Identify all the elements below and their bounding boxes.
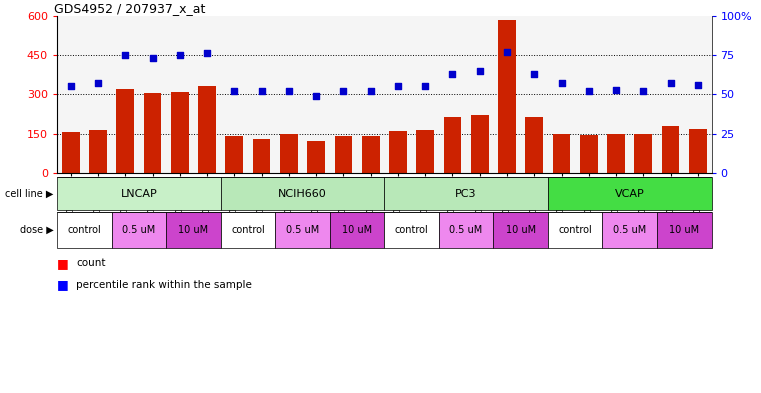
- Bar: [384, 177, 548, 210]
- Point: [473, 68, 486, 74]
- Text: GDS4952 / 207937_x_at: GDS4952 / 207937_x_at: [54, 2, 205, 15]
- Bar: [280, 134, 298, 173]
- Text: VCAP: VCAP: [615, 189, 645, 198]
- Point: [201, 50, 213, 57]
- Bar: [439, 212, 493, 248]
- Bar: [166, 212, 221, 248]
- Text: 0.5 uM: 0.5 uM: [286, 225, 319, 235]
- Point: [637, 88, 649, 94]
- Bar: [307, 141, 325, 173]
- Bar: [548, 212, 603, 248]
- Bar: [552, 134, 571, 173]
- Bar: [689, 129, 707, 173]
- Point: [528, 71, 540, 77]
- Bar: [116, 89, 134, 173]
- Text: 0.5 uM: 0.5 uM: [123, 225, 155, 235]
- Text: 0.5 uM: 0.5 uM: [613, 225, 646, 235]
- Point: [556, 80, 568, 86]
- Bar: [657, 212, 712, 248]
- Point: [337, 88, 349, 94]
- Bar: [603, 212, 657, 248]
- Text: ■: ■: [57, 278, 68, 292]
- Text: control: control: [395, 225, 428, 235]
- Text: 10 uM: 10 uM: [178, 225, 209, 235]
- Text: 0.5 uM: 0.5 uM: [450, 225, 482, 235]
- Point: [65, 83, 77, 90]
- Bar: [389, 131, 407, 173]
- Bar: [361, 136, 380, 173]
- Bar: [607, 134, 625, 173]
- Text: control: control: [231, 225, 265, 235]
- Bar: [384, 212, 439, 248]
- Text: 10 uM: 10 uM: [669, 225, 699, 235]
- Text: NCIH660: NCIH660: [278, 189, 327, 198]
- Bar: [525, 117, 543, 173]
- Point: [692, 82, 704, 88]
- Point: [283, 88, 295, 94]
- Point: [419, 83, 431, 90]
- Text: count: count: [76, 258, 106, 268]
- Bar: [89, 130, 107, 173]
- Text: ■: ■: [57, 257, 68, 270]
- Text: cell line ▶: cell line ▶: [5, 189, 53, 198]
- Bar: [471, 115, 489, 173]
- Point: [146, 55, 158, 61]
- Point: [583, 88, 595, 94]
- Text: control: control: [68, 225, 101, 235]
- Bar: [275, 212, 330, 248]
- Text: control: control: [559, 225, 592, 235]
- Text: dose ▶: dose ▶: [20, 225, 53, 235]
- Point: [610, 86, 622, 93]
- Bar: [198, 86, 216, 173]
- Point: [310, 93, 322, 99]
- Bar: [57, 212, 112, 248]
- Point: [228, 88, 240, 94]
- Text: 10 uM: 10 uM: [505, 225, 536, 235]
- Bar: [335, 136, 352, 173]
- Bar: [62, 132, 80, 173]
- Text: PC3: PC3: [455, 189, 477, 198]
- Bar: [171, 92, 189, 173]
- Bar: [112, 212, 166, 248]
- Bar: [444, 117, 461, 173]
- Bar: [416, 130, 434, 173]
- Bar: [662, 126, 680, 173]
- Bar: [498, 20, 516, 173]
- Text: 10 uM: 10 uM: [342, 225, 372, 235]
- Point: [92, 80, 104, 86]
- Bar: [493, 212, 548, 248]
- Text: percentile rank within the sample: percentile rank within the sample: [76, 280, 252, 290]
- Point: [664, 80, 677, 86]
- Point: [256, 88, 268, 94]
- Bar: [57, 177, 221, 210]
- Point: [392, 83, 404, 90]
- Point: [174, 52, 186, 58]
- Bar: [330, 212, 384, 248]
- Bar: [580, 135, 597, 173]
- Text: LNCAP: LNCAP: [120, 189, 158, 198]
- Point: [365, 88, 377, 94]
- Bar: [221, 177, 384, 210]
- Bar: [221, 212, 275, 248]
- Point: [447, 71, 459, 77]
- Bar: [253, 139, 270, 173]
- Bar: [548, 177, 712, 210]
- Bar: [144, 93, 161, 173]
- Point: [119, 52, 132, 58]
- Point: [501, 49, 513, 55]
- Bar: [225, 136, 244, 173]
- Bar: [635, 134, 652, 173]
